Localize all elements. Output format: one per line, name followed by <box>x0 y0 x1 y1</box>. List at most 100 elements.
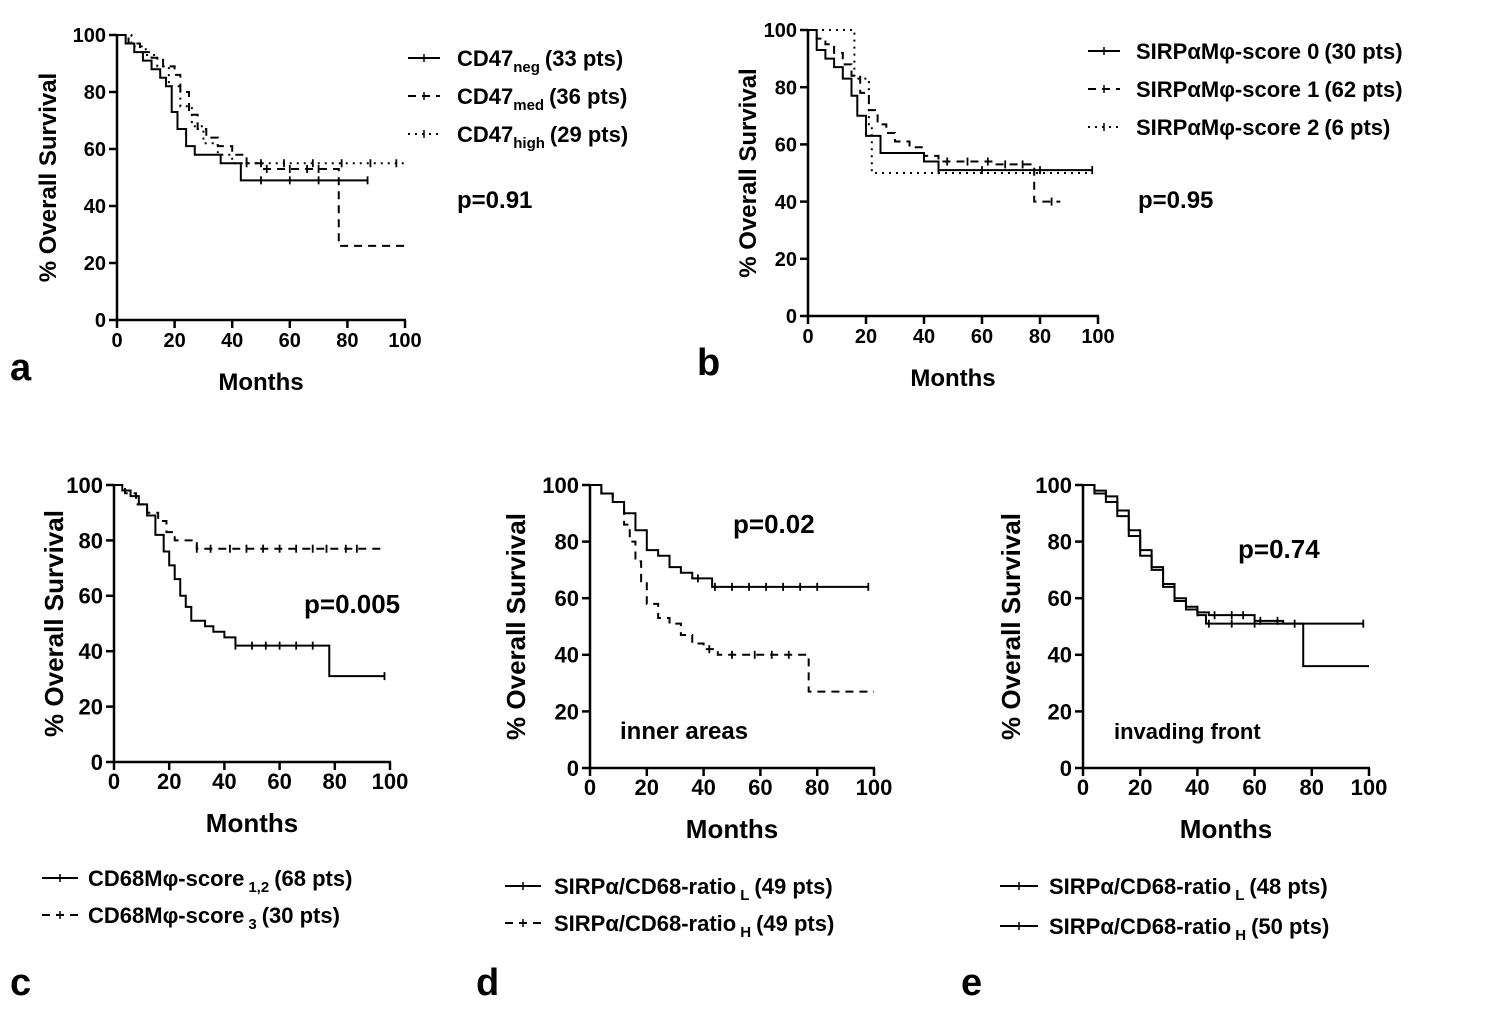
x-tick-label: 20 <box>635 775 659 800</box>
panel-letter: b <box>697 342 720 384</box>
series-line-1 <box>808 29 1061 203</box>
y-tick-label: 0 <box>91 750 103 775</box>
x-tick-label: 0 <box>802 326 813 348</box>
y-tick-label: 40 <box>775 192 797 214</box>
x-tick-label: 60 <box>971 326 993 348</box>
panel-letter: c <box>10 962 31 1004</box>
x-tick-label: 60 <box>748 775 772 800</box>
y-tick-label: 60 <box>84 139 106 161</box>
y-axis-label: % Overall Survival <box>996 513 1026 740</box>
panel-annotation: inner areas <box>620 718 748 745</box>
chart-panel-e: 0 20 40 60 80 100 0 20 40 60 80 100 Months % Overall … <box>961 473 1387 1004</box>
legend-label-1: SIRPα/CD68-ratio H (49 pts) <box>554 911 834 941</box>
series-line-0 <box>590 484 869 588</box>
x-tick-label: 60 <box>267 769 291 794</box>
y-tick-label: 60 <box>79 584 103 609</box>
x-tick-label: 20 <box>1128 775 1152 800</box>
y-tick-label: 20 <box>775 249 797 271</box>
series-line-1 <box>117 34 405 247</box>
y-tick-label: 80 <box>555 530 579 555</box>
legend-label-2: CD47high (29 pts) <box>457 122 628 152</box>
series-line-0 <box>114 484 385 678</box>
chart-panel-a: 0 20 40 60 80 100 0 20 40 60 80 100 Months % Overall … <box>10 25 628 396</box>
x-tick-label: 60 <box>1242 775 1266 800</box>
y-tick-label: 100 <box>764 20 797 42</box>
series-line-1 <box>590 484 874 693</box>
y-axis-label: % Overall Survival <box>501 513 531 740</box>
y-tick-label: 20 <box>1048 699 1072 724</box>
x-tick-label: 100 <box>388 330 421 352</box>
legend-label-1: SIRPα/CD68-ratio H (50 pts) <box>1049 914 1329 944</box>
legend-label-0: CD47neg (33 pts) <box>457 46 623 76</box>
x-tick-label: 100 <box>372 769 409 794</box>
p-value-label: p=0.02 <box>733 509 815 539</box>
y-tick-label: 80 <box>79 528 103 553</box>
legend-label-1: CD68Mφ-score 3 (30 pts) <box>88 903 340 933</box>
chart-panel-c: 0 20 40 60 80 100 0 20 40 60 80 100 Months % Overall … <box>10 473 408 1004</box>
legend: SIRPα/CD68-ratio L (48 pts) SIRPα/CD68-rati… <box>1000 874 1329 944</box>
x-tick-label: 20 <box>855 326 877 348</box>
y-tick-label: 100 <box>542 473 579 498</box>
panel-letter: d <box>476 962 499 1004</box>
x-tick-label: 0 <box>111 330 122 352</box>
legend-label-0: SIRPα/CD68-ratio L (49 pts) <box>554 874 833 904</box>
series-line-0 <box>808 29 1093 172</box>
x-tick-label: 20 <box>157 769 181 794</box>
x-tick-label: 100 <box>1351 775 1388 800</box>
x-tick-label: 40 <box>1185 775 1209 800</box>
y-tick-label: 100 <box>1035 473 1072 498</box>
y-tick-label: 20 <box>555 699 579 724</box>
y-tick-label: 0 <box>786 306 797 328</box>
x-tick-label: 40 <box>691 775 715 800</box>
x-tick-label: 80 <box>805 775 829 800</box>
y-tick-label: 60 <box>555 586 579 611</box>
series-line-1 <box>1083 484 1364 625</box>
legend-label-2: SIRPαMφ-score 2 (6 pts) <box>1136 115 1390 140</box>
series-line-0 <box>1083 484 1369 668</box>
legend: SIRPα/CD68-ratio L (49 pts) SIRPα/CD68-rati… <box>505 874 834 941</box>
panel-annotation: invading front <box>1114 719 1261 744</box>
chart-panel-d: 0 20 40 60 80 100 0 20 40 60 80 100 Months % Overall … <box>476 473 892 1004</box>
x-tick-label: 0 <box>108 769 120 794</box>
y-tick-label: 40 <box>84 196 106 218</box>
y-tick-label: 100 <box>66 473 103 498</box>
panel-letter: e <box>961 962 982 1004</box>
y-axis-label: % Overall Survival <box>35 73 62 282</box>
y-tick-label: 40 <box>555 643 579 668</box>
x-axis-label: Months <box>218 369 303 396</box>
y-tick-label: 60 <box>1048 586 1072 611</box>
series-line-2 <box>808 29 1093 174</box>
series-line-2 <box>117 34 405 165</box>
legend: SIRPαMφ-score 0 (30 pts) SIRPαMφ-score 1 (6… <box>1088 39 1403 140</box>
y-tick-label: 80 <box>1048 530 1072 555</box>
y-tick-label: 80 <box>84 82 106 104</box>
x-tick-label: 0 <box>584 775 596 800</box>
y-tick-label: 60 <box>775 135 797 157</box>
p-value-label: p=0.91 <box>457 187 532 214</box>
x-tick-label: 80 <box>323 769 347 794</box>
legend: CD47neg (33 pts) CD47med (36 pts) CD47high (2… <box>408 46 628 152</box>
y-tick-label: 20 <box>84 253 106 275</box>
y-tick-label: 0 <box>1060 756 1072 781</box>
p-value-label: p=0.95 <box>1138 187 1213 214</box>
series-line-0 <box>117 34 368 182</box>
y-axis-label: % Overall Survival <box>39 510 69 737</box>
x-tick-label: 80 <box>1029 326 1051 348</box>
x-axis-label: Months <box>910 365 995 392</box>
x-tick-label: 40 <box>913 326 935 348</box>
series-line-1 <box>114 484 385 550</box>
x-axis-label: Months <box>1180 814 1272 844</box>
y-tick-label: 0 <box>567 756 579 781</box>
y-tick-label: 0 <box>95 310 106 332</box>
x-tick-label: 20 <box>163 330 185 352</box>
legend-label-0: CD68Mφ-score 1,2 (68 pts) <box>88 866 352 896</box>
x-axis-label: Months <box>206 808 298 838</box>
y-axis-label: % Overall Survival <box>735 68 762 277</box>
legend-label-0: SIRPα/CD68-ratio L (48 pts) <box>1049 874 1328 904</box>
p-value-label: p=0.005 <box>304 589 400 619</box>
legend-label-1: CD47med (36 pts) <box>457 84 627 114</box>
p-value-label: p=0.74 <box>1238 534 1320 564</box>
y-tick-label: 80 <box>775 77 797 99</box>
x-tick-label: 100 <box>1081 326 1114 348</box>
